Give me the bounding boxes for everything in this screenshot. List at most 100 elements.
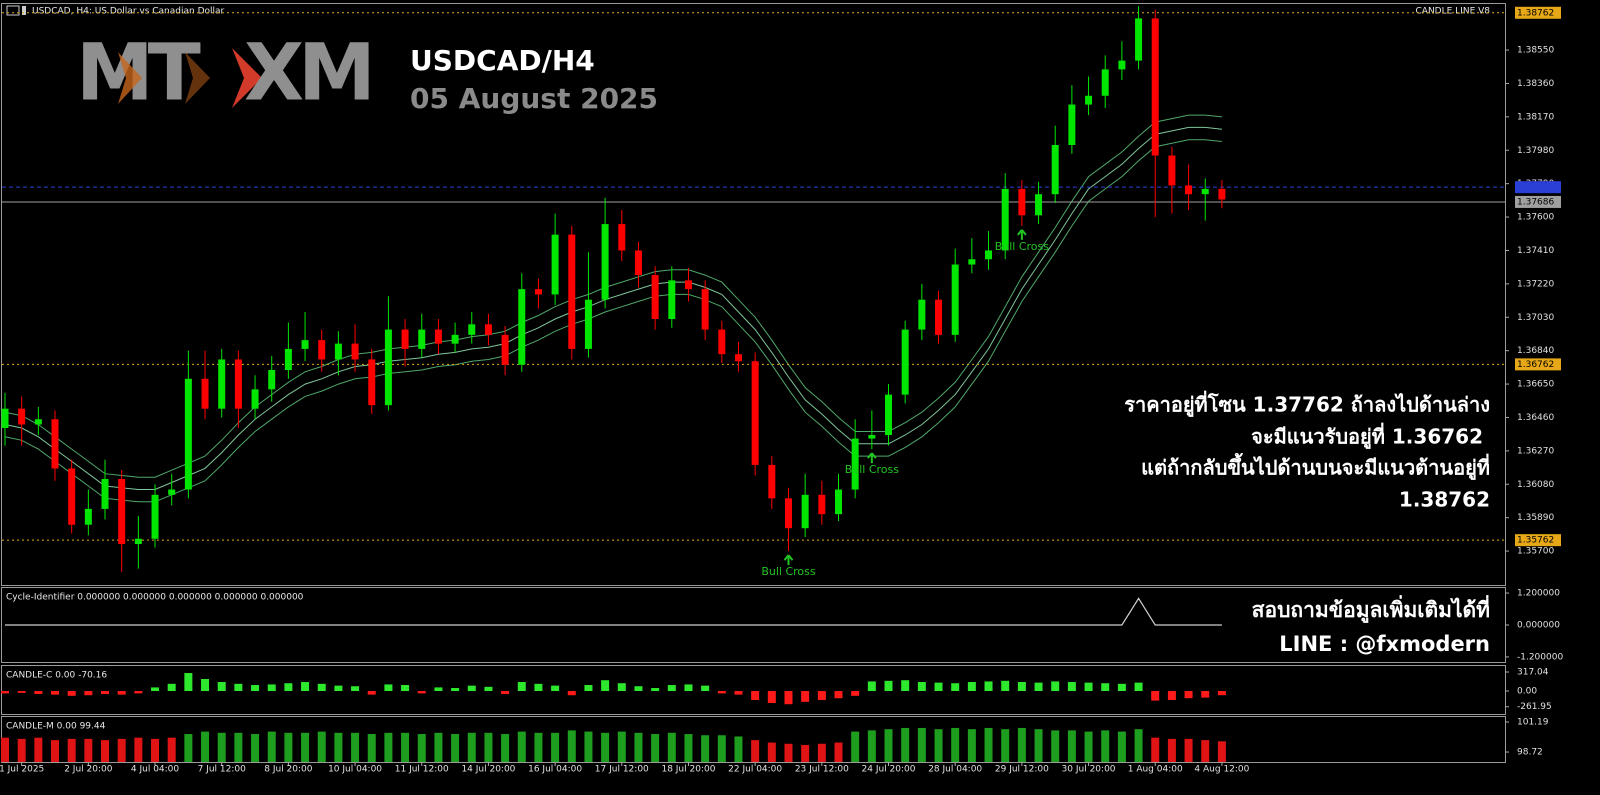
price-level-label: 1.35762 [1517, 536, 1554, 546]
candle-body [234, 359, 242, 409]
histogram-bar [301, 732, 310, 762]
bull-cross-label: Bull Cross [761, 565, 816, 578]
candle-body [168, 489, 176, 495]
candle-body [284, 348, 292, 371]
y-tick-label: 1.37980 [1517, 146, 1554, 156]
panel-title: Cycle-Identifier 0.000000 0.000000 0.000… [6, 593, 304, 603]
histogram-bar [1051, 681, 1060, 692]
x-tick-label: 7 Jul 12:00 [198, 765, 247, 775]
histogram-bar [401, 732, 410, 762]
candle-body [1035, 194, 1043, 216]
histogram-bar [1034, 729, 1043, 762]
histogram-bar [434, 687, 443, 692]
candle-body [601, 224, 609, 300]
histogram-bar [267, 731, 276, 762]
histogram-bar [934, 729, 943, 762]
histogram-bar [767, 742, 776, 762]
histogram-bar [467, 732, 476, 762]
histogram-bar [267, 684, 276, 692]
histogram-bar [84, 691, 93, 696]
histogram-bar [451, 734, 460, 762]
histogram-bar [1217, 691, 1226, 696]
candle-body [734, 354, 742, 362]
histogram-bar [817, 743, 826, 762]
candle-body [1051, 144, 1059, 195]
y-tick-label: 98.72 [1517, 748, 1543, 758]
candle-body [1018, 188, 1026, 216]
price-level-box [1515, 6, 1561, 19]
histogram-bar [1201, 740, 1210, 762]
candle-body [885, 394, 893, 436]
ma-band-line [4, 139, 1222, 503]
y-tick-label: 1.37030 [1517, 313, 1554, 323]
candle-body [851, 438, 859, 490]
candle-body [1001, 188, 1009, 251]
contact-line: LINE : @fxmodern [1279, 632, 1490, 656]
histogram-bar [367, 734, 376, 762]
main-panel-frame [1, 3, 1506, 586]
price-level-box [1515, 534, 1561, 547]
candle-body [434, 329, 442, 344]
y-tick-label: -1.200000 [1517, 652, 1563, 662]
candle-body [34, 419, 42, 425]
histogram-bar [601, 680, 610, 692]
y-tick-label: 1.36460 [1517, 413, 1554, 423]
histogram-bar [67, 738, 76, 762]
candle-body [534, 289, 542, 295]
candle-body [301, 340, 309, 349]
histogram-bar [1084, 682, 1093, 692]
histogram-bar [934, 682, 943, 692]
histogram-bar [217, 682, 226, 692]
x-tick-label: 2 Jul 20:00 [64, 765, 113, 775]
candle-body [484, 324, 492, 335]
histogram-bar [334, 685, 343, 692]
candle-body [751, 361, 759, 465]
histogram-bar [884, 680, 893, 692]
candle-body [634, 250, 642, 276]
ma-band-line [4, 126, 1222, 490]
histogram-bar [867, 681, 876, 692]
histogram-bar [17, 738, 26, 762]
x-tick-label: 28 Jul 04:00 [928, 765, 982, 775]
candle-body [718, 329, 726, 355]
candle-c-panel-frame [1, 665, 1506, 715]
candle-body [368, 359, 376, 406]
candle-body [1201, 188, 1209, 195]
candle-body [268, 370, 276, 390]
histogram-bar [184, 673, 193, 692]
histogram-bar [634, 686, 643, 692]
histogram-bar [801, 691, 810, 702]
histogram-bar [401, 685, 410, 692]
candle-body [518, 289, 526, 365]
histogram-bar [734, 691, 743, 695]
ma-band-line [4, 114, 1222, 478]
histogram-bar [51, 740, 60, 762]
histogram-bar [817, 691, 826, 701]
candle-body [418, 329, 426, 349]
candle-body [1218, 188, 1226, 200]
histogram-bar [17, 691, 26, 693]
logo-group: MT XM [76, 28, 376, 118]
candle-body [1151, 18, 1159, 156]
histogram-bar [134, 691, 143, 694]
histogram-bar [834, 691, 843, 699]
histogram-bar [834, 742, 843, 762]
histogram-bar [701, 735, 710, 762]
note-line: 1.38762 [1399, 488, 1490, 512]
histogram-bar [234, 732, 243, 762]
histogram-bar [517, 682, 526, 692]
histogram-bar [317, 683, 326, 692]
histogram-bar [784, 743, 793, 762]
symbol-info: USDCAD, H4: US Dollar vs Canadian Dollar [32, 7, 225, 17]
histogram-bar [1151, 737, 1160, 762]
histogram-bar [717, 691, 726, 694]
indicator-line [5, 597, 1222, 626]
histogram-bar [484, 732, 493, 762]
histogram-bar [584, 685, 593, 692]
y-tick-label: 1.36080 [1517, 480, 1554, 490]
histogram-bar [1051, 730, 1060, 762]
histogram-bar [601, 732, 610, 762]
histogram-bar [284, 683, 293, 692]
bull-cross-label: Bull Cross [845, 463, 900, 476]
